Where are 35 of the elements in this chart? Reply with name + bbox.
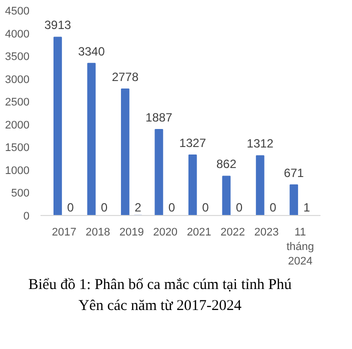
y-tick-label: 2500 — [5, 96, 30, 109]
data-label: 2778 — [112, 70, 139, 84]
data-label: 0 — [202, 200, 210, 214]
data-label: 1887 — [146, 110, 173, 125]
y-tick-label: 2000 — [5, 119, 30, 132]
x-tick-label: 2020 — [153, 226, 178, 238]
y-tick-label: 3000 — [5, 74, 30, 86]
data-label: 0 — [236, 200, 243, 214]
x-tick-label: 2022 — [220, 226, 246, 238]
x-tick-label: 2023 — [254, 226, 279, 238]
x-tick-label: 2017 — [52, 226, 76, 238]
y-tick-label: 500 — [11, 188, 30, 200]
data-label: 0 — [100, 200, 108, 214]
data-label: 1 — [303, 200, 310, 214]
x-tick-label: 2021 — [186, 226, 212, 238]
data-label: 3913 — [44, 18, 72, 32]
text: Biểu đồ 1: Phân bố ca mắc cúm tại tỉnh Phú Yên các năm từ 2017-2024 — [27, 276, 293, 316]
y-tick-label: 1500 — [5, 142, 30, 154]
data-label: 671 — [284, 166, 304, 180]
y-tick-label: 4000 — [5, 28, 30, 40]
data-label: 0 — [168, 200, 176, 214]
data-label: 1312 — [246, 136, 274, 151]
y-tick-label: 0 — [23, 210, 30, 222]
x-tick-label: 2018 — [86, 226, 110, 238]
data-label: 3340 — [78, 44, 106, 58]
data-label: 2 — [134, 200, 142, 214]
y-tick-label: 4500 — [5, 6, 30, 18]
data-label: 1327 — [179, 136, 206, 150]
data-label: 0 — [270, 200, 277, 214]
data-label: 862 — [216, 157, 237, 172]
x-tick-label: 11 tháng 2024 — [286, 226, 314, 268]
y-tick-label: 1000 — [5, 164, 30, 177]
x-tick-label: 2019 — [119, 226, 144, 238]
data-label: 0 — [67, 200, 74, 214]
y-tick-label: 3500 — [5, 51, 30, 64]
